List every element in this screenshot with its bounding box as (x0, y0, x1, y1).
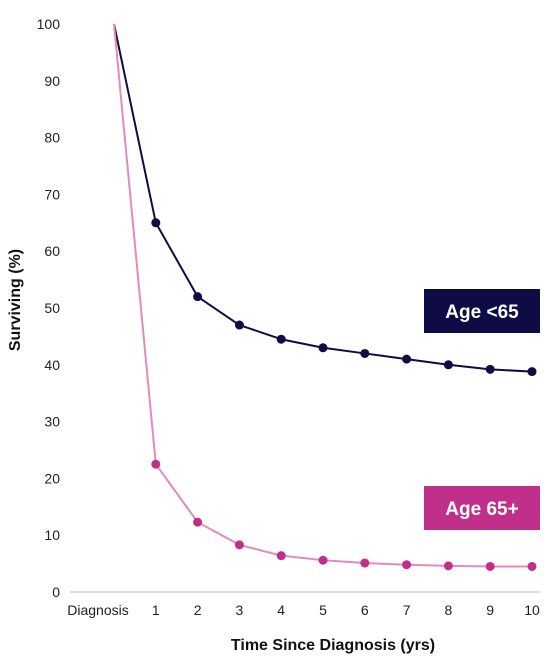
x-tick-label: 9 (486, 602, 494, 618)
data-point (443, 561, 453, 571)
data-point (193, 517, 203, 527)
data-point (193, 292, 203, 302)
data-point (402, 354, 412, 364)
y-tick-label: 0 (52, 584, 60, 600)
data-point (443, 360, 453, 370)
data-point (234, 540, 244, 550)
series-label: Age 65+ (445, 499, 518, 520)
data-point (151, 459, 161, 469)
data-point (402, 560, 412, 570)
series-label-box (424, 289, 540, 333)
y-tick-label: 40 (44, 357, 60, 373)
x-tick-label: 3 (236, 602, 244, 618)
x-tick-label: 7 (403, 602, 411, 618)
y-tick-label: 70 (44, 186, 60, 202)
y-axis-ticks: 0 10 20 30 40 50 60 70 80 90 100 (37, 16, 61, 600)
data-point (360, 348, 370, 358)
y-tick-label: 50 (44, 300, 60, 316)
y-tick-label: 80 (44, 130, 60, 146)
data-point (485, 561, 495, 571)
x-axis-ticks: Diagnosis 1 2 3 4 5 6 7 8 9 10 (67, 602, 540, 618)
y-tick-label: 60 (44, 243, 60, 259)
x-tick-label: 6 (361, 602, 369, 618)
y-tick-label: 10 (44, 527, 60, 543)
x-tick-label: 5 (319, 602, 327, 618)
data-point (485, 364, 495, 374)
data-point (234, 320, 244, 330)
x-tick-label: 8 (445, 602, 453, 618)
data-point (318, 343, 328, 353)
x-tick-label: 2 (194, 602, 202, 618)
y-axis-title: Surviving (%) (7, 249, 24, 351)
series-label-box (424, 486, 540, 530)
y-tick-label: 30 (44, 414, 60, 430)
series-label: Age <65 (445, 302, 519, 323)
data-point (360, 558, 370, 568)
data-point (527, 561, 537, 571)
data-point (151, 218, 161, 228)
x-tick-label: Diagnosis (67, 602, 128, 618)
x-tick-label: 10 (524, 602, 540, 618)
x-tick-label: 4 (277, 602, 285, 618)
x-tick-label: 1 (152, 602, 160, 618)
data-point (318, 555, 328, 565)
x-axis-title: Time Since Diagnosis (yrs) (231, 637, 435, 654)
y-tick-label: 20 (44, 470, 60, 486)
y-tick-label: 90 (44, 73, 60, 89)
y-tick-label: 100 (37, 16, 61, 32)
data-point (527, 367, 537, 377)
data-point (276, 551, 286, 561)
series-labels: Age <65 Age 65+ (424, 289, 540, 530)
data-point (276, 334, 286, 344)
series-points (151, 218, 537, 571)
